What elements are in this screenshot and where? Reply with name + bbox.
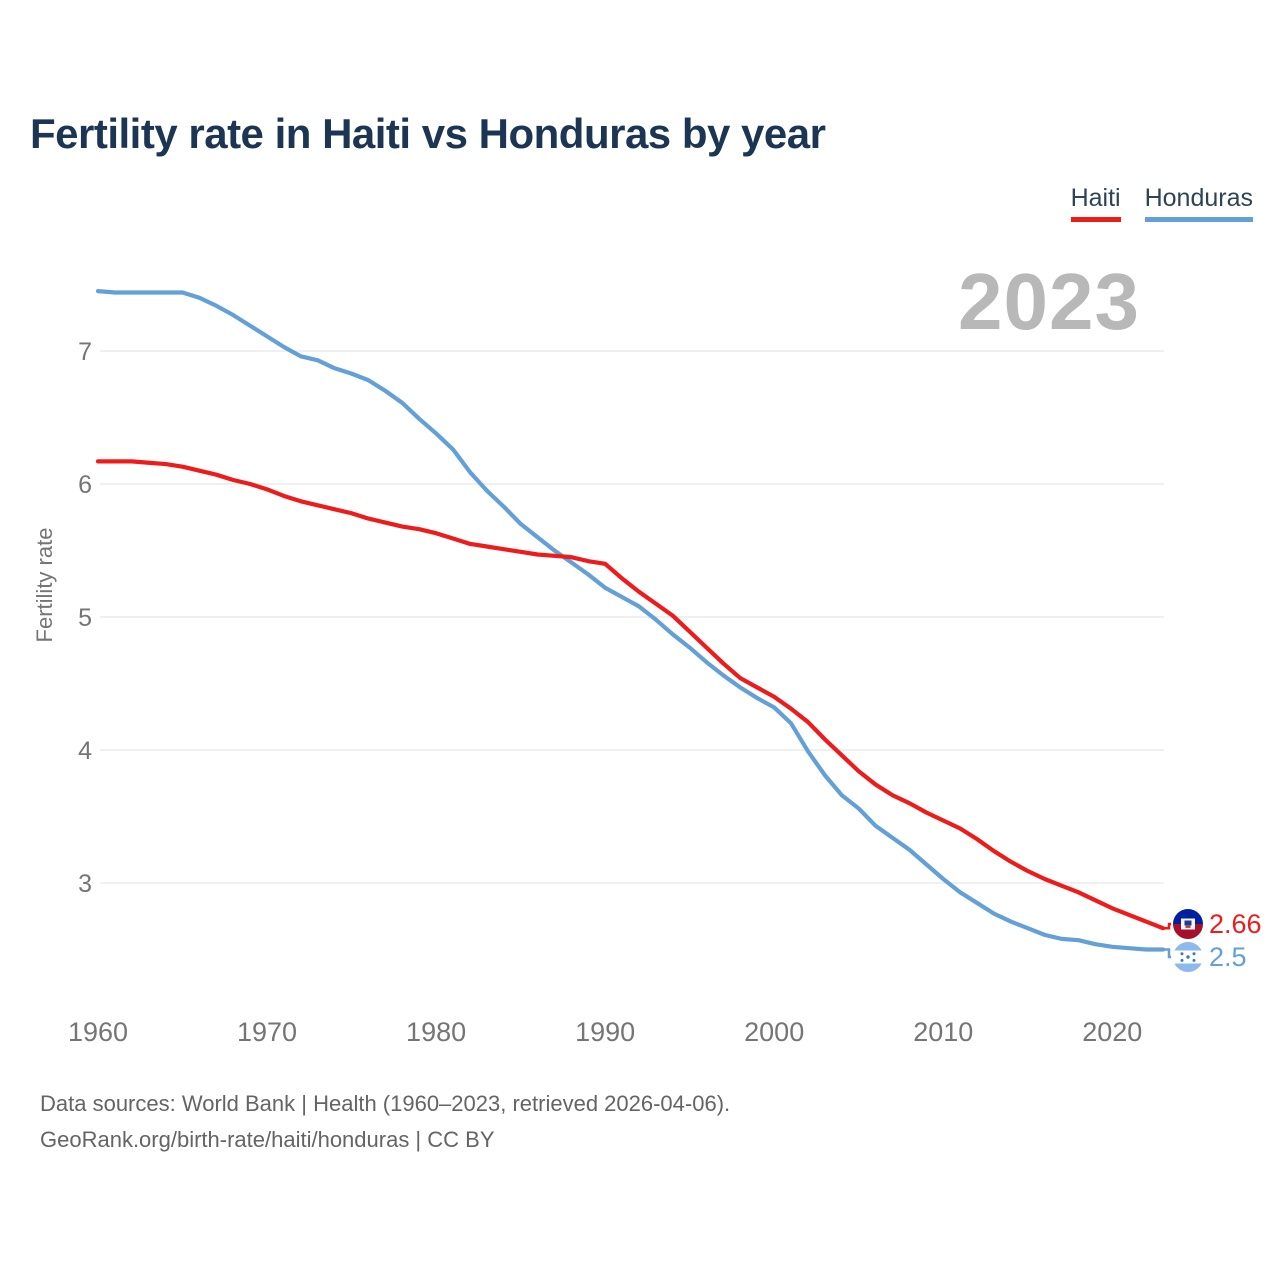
data-source-line: Data sources: World Bank | Health (1960–… (40, 1091, 731, 1116)
haiti-line[interactable] (95, 459, 1166, 931)
honduras-line[interactable] (95, 289, 1166, 952)
legend-item-haiti[interactable]: Haiti (1070, 184, 1121, 222)
x-tick-label: 1970 (237, 1017, 297, 1047)
attribution-line: GeoRank.org/birth-rate/haiti/honduras | … (40, 1127, 495, 1152)
legend: Haiti Honduras (1070, 184, 1253, 222)
honduras-flag-icon (1171, 940, 1205, 974)
year-watermark: 2023 (958, 257, 1140, 346)
y-tick-label: 3 (78, 870, 92, 898)
y-tick-label: 5 (78, 604, 92, 632)
y-axis-label: Fertility rate (32, 527, 57, 643)
haiti-flag-icon (1171, 907, 1205, 941)
x-tick-label: 2020 (1082, 1017, 1142, 1047)
x-tick-label: 2000 (744, 1017, 804, 1047)
x-tick-label: 1990 (575, 1017, 635, 1047)
honduras-end-value: 2.5 (1209, 942, 1247, 972)
chart-title: Fertility rate in Haiti vs Honduras by y… (30, 110, 826, 157)
y-tick-label: 4 (78, 737, 92, 765)
y-tick-label: 7 (78, 338, 92, 366)
y-tick-label: 6 (78, 471, 92, 499)
x-tick-label: 1980 (406, 1017, 466, 1047)
haiti-end-value: 2.66 (1209, 909, 1262, 939)
x-tick-label: 2010 (913, 1017, 973, 1047)
data-source-note: Data sources: World Bank | Health (1960–… (40, 1086, 730, 1158)
legend-item-honduras[interactable]: Honduras (1144, 184, 1253, 222)
x-tick-label: 1960 (68, 1017, 128, 1047)
